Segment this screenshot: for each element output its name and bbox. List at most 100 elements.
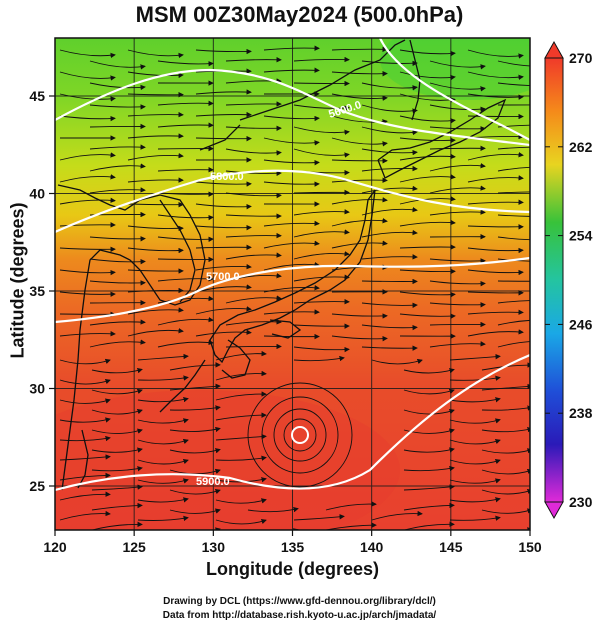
streamline (127, 328, 184, 337)
streamline (331, 197, 388, 205)
streamline (467, 224, 524, 230)
streamline (481, 488, 530, 495)
streamline (91, 447, 143, 453)
colorbar-label: 270 (569, 50, 593, 66)
streamline (195, 306, 252, 315)
streamline (157, 60, 214, 67)
colorbar-label: 262 (569, 139, 593, 155)
streamline (403, 368, 455, 374)
streamline (293, 148, 350, 158)
streamline (481, 508, 530, 514)
streamline (195, 135, 252, 142)
streamline (137, 353, 189, 361)
x-axis-label: Longitude (degrees) (205, 559, 379, 579)
streamline (429, 104, 486, 112)
streamline (127, 177, 184, 183)
streamline (225, 319, 282, 326)
axis-ticks (49, 95, 531, 536)
streamline (263, 45, 320, 51)
streamline (157, 214, 214, 221)
streamline (91, 521, 143, 530)
y-tick-labels: 25 30 35 40 45 (29, 88, 45, 494)
streamline (169, 383, 221, 391)
streamline (263, 333, 320, 340)
streamline (137, 478, 189, 484)
streamline (157, 191, 214, 197)
streamline (157, 276, 214, 282)
streamline (89, 123, 146, 130)
streamline (157, 236, 214, 242)
y-tick-label: 25 (29, 478, 45, 494)
streamline (399, 115, 456, 124)
streamline (195, 329, 252, 337)
cyclone-vortex (247, 382, 353, 488)
streamline (361, 345, 418, 351)
height-contours (55, 38, 530, 492)
x-tick-label: 150 (518, 539, 542, 555)
streamline (449, 397, 501, 403)
streamline (195, 89, 252, 95)
streamline (467, 269, 524, 276)
streamline (195, 284, 252, 293)
streamline (293, 126, 350, 135)
streamline (195, 111, 252, 118)
streamline (497, 191, 530, 194)
streamline (467, 290, 524, 296)
streamline (331, 335, 388, 342)
streamline (225, 232, 282, 239)
streamline (263, 309, 320, 315)
streamline (361, 254, 418, 260)
streamline (195, 48, 252, 55)
colorbar-label: 246 (569, 316, 593, 332)
streamline (263, 240, 320, 249)
streamline (293, 298, 350, 305)
streamline (89, 144, 146, 150)
streamline (429, 209, 486, 216)
streamline (59, 174, 116, 183)
streamline (127, 92, 184, 98)
streamline (215, 391, 267, 401)
streamline (399, 153, 456, 161)
streamline (331, 115, 388, 125)
streamline (59, 510, 111, 521)
streamline (429, 145, 486, 151)
streamline (127, 247, 184, 254)
streamline (497, 258, 530, 262)
streamline (127, 201, 184, 208)
streamline (127, 49, 184, 59)
streamline (331, 137, 388, 147)
streamline (157, 167, 214, 173)
streamline (89, 339, 146, 348)
contour-label-2: 5800.0 (210, 171, 244, 183)
streamline (449, 478, 501, 484)
streamline (247, 506, 299, 513)
streamline (225, 125, 282, 131)
streamline (137, 497, 189, 503)
x-tick-label: 125 (122, 539, 146, 555)
streamline (215, 412, 267, 421)
streamline (497, 300, 530, 304)
streamline (157, 122, 214, 128)
streamline (127, 71, 184, 79)
streamline (403, 484, 455, 491)
y-tick-label: 30 (29, 381, 45, 397)
streamline (403, 521, 455, 530)
streamline (215, 455, 267, 461)
contour-label-5: 5900.0 (196, 476, 230, 488)
streamline (169, 508, 221, 514)
streamline (89, 187, 146, 194)
streamline (331, 177, 388, 183)
streamline (89, 104, 146, 110)
streamline (331, 217, 388, 227)
streamline (157, 316, 214, 326)
streamline (371, 510, 423, 521)
streamline (467, 113, 524, 120)
streamline (225, 57, 282, 63)
streamline (429, 185, 486, 194)
streamline (481, 468, 530, 475)
streamline (293, 209, 350, 216)
streamline (361, 302, 418, 309)
streamline (89, 60, 146, 70)
streamline (89, 82, 146, 91)
